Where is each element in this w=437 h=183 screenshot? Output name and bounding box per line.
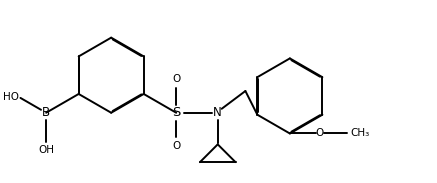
Text: N: N [213, 106, 222, 119]
Text: O: O [172, 141, 180, 151]
Text: S: S [172, 106, 180, 119]
Text: CH₃: CH₃ [350, 128, 369, 139]
Text: B: B [42, 106, 50, 119]
Text: HO: HO [3, 92, 19, 102]
Text: OH: OH [38, 145, 54, 155]
Text: O: O [172, 74, 180, 84]
Text: O: O [316, 128, 324, 139]
